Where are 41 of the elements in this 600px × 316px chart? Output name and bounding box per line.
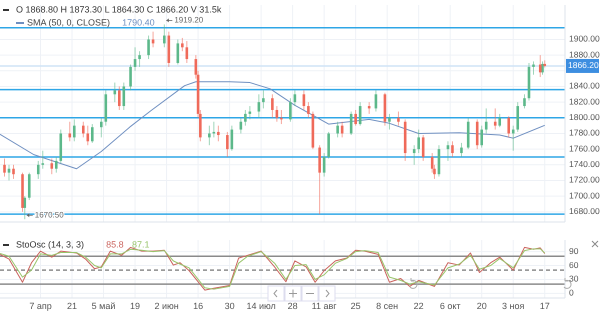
y-tick-label: 1840.00: [569, 80, 600, 91]
annotation: 87.1: [132, 239, 150, 250]
y-tick-label: 1780.00: [569, 128, 600, 138]
x-tick-label: 28: [288, 301, 298, 311]
x-tick-label: 3 ноя: [502, 301, 525, 311]
x-tick-label: 21: [67, 301, 78, 311]
y-tick-label: 1800.00: [569, 112, 600, 122]
y-tick-label: 1740.00: [569, 159, 600, 170]
y-tick-label: 1720.00: [569, 174, 600, 185]
x-tick-label: 2 июн: [154, 301, 179, 311]
y-tick-label: 1880.00: [569, 49, 600, 60]
ref-line-label: 1866.20: [568, 60, 599, 70]
x-tick-label: 17: [540, 301, 550, 311]
y-tick-label: 60: [569, 260, 579, 270]
annotation: 85.8: [106, 239, 124, 250]
x-tick-label: 20: [476, 301, 487, 311]
x-tick-label: 5 май: [92, 301, 116, 311]
y-tick-label: 1700.00: [569, 190, 600, 200]
y-tick-label: 1760.00: [569, 143, 600, 154]
y-tick-label: 1900.00: [569, 34, 600, 44]
y-tick-label: 90: [569, 246, 579, 256]
x-tick-label: 8 сен: [376, 301, 398, 311]
x-tick-label: 22: [414, 301, 424, 311]
chart-title: O 1868.80 H 1873.30 L 1864.30 C 1866.20 V 31.5k: [16, 4, 222, 14]
x-tick-label: 30: [224, 301, 235, 311]
x-tick-label: 11 авг: [312, 301, 338, 311]
x-tick-label: 7 апр: [29, 301, 52, 311]
line-series: [0, 81, 546, 170]
x-tick-label: 19: [130, 301, 140, 311]
annotation: 1790.40: [122, 17, 155, 28]
y-tick-label: 1820.00: [569, 96, 600, 106]
chart-title: StoOsc (14, 3, 3): [16, 239, 84, 250]
x-tick-label: 25: [350, 301, 361, 311]
y-tick-label: 30: [569, 274, 579, 284]
x-tick-label: 6 окт: [440, 301, 461, 311]
x-tick-label: 14 июл: [246, 301, 276, 311]
y-tick-label: 0: [569, 288, 574, 298]
y-tick-label: 1680.00: [569, 206, 600, 216]
legend-label: SMA (50, 0, CLOSE): [27, 17, 110, 28]
x-tick-label: 16: [193, 301, 204, 311]
annotation: 1919.20: [174, 16, 204, 25]
